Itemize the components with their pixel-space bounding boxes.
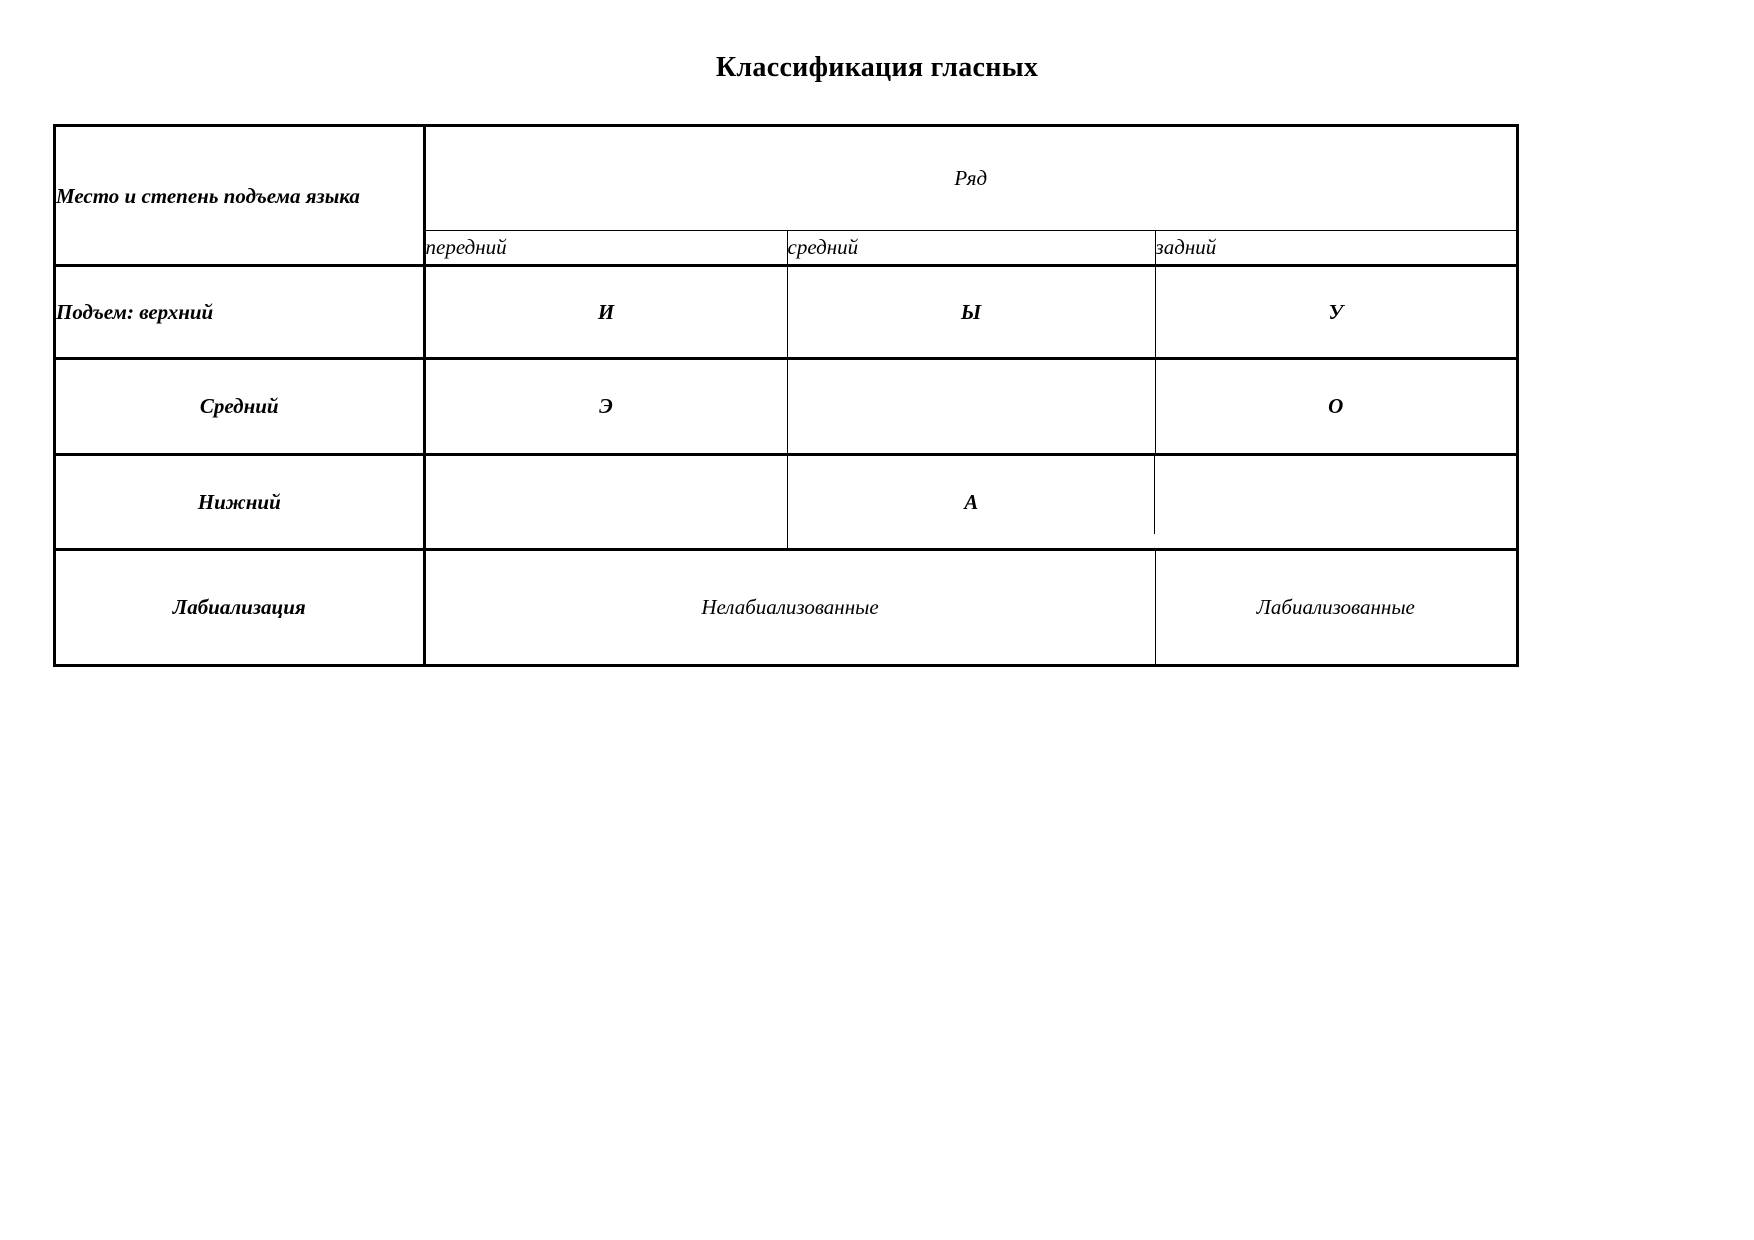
- cell-middle-mid: [786, 357, 1155, 455]
- table-header-row: Место и степень подъема языка Ряд: [56, 127, 1517, 231]
- group-header-ryad: Ряд: [422, 127, 1517, 231]
- page-title: Классификация гласных: [715, 52, 1039, 83]
- table-row-labialization: Лабиализация Нелабиализованные Лабиализо…: [56, 548, 1517, 664]
- table-row: Средний Э О: [56, 357, 1517, 455]
- row-label-lower: Нижний: [56, 453, 424, 550]
- cell-lower-front: [422, 453, 787, 550]
- partial-column-divider: [1154, 456, 1155, 534]
- cell-middle-back: О: [1154, 357, 1517, 455]
- table-subheader-row: передний средний задний: [56, 230, 1517, 266]
- cell-middle-front: Э: [422, 357, 787, 455]
- cell-lower-mid: А: [786, 453, 1155, 550]
- vowel-classification-table: Место и степень подъема языка Ряд передн…: [53, 124, 1519, 667]
- cell-lower-back: [1154, 453, 1517, 550]
- column-header-mid: средний: [786, 230, 1155, 266]
- cell-unrounded: Нелабиализованные: [422, 548, 1155, 664]
- cell-upper-back: У: [1154, 264, 1517, 359]
- column-header-front: передний: [422, 230, 787, 266]
- column-header-back: задний: [1154, 230, 1517, 266]
- cell-upper-mid: Ы: [786, 264, 1155, 359]
- row-label-upper: Подъем: верхний: [56, 264, 424, 359]
- table-row: Подъем: верхний И Ы У: [56, 264, 1517, 359]
- row-label-middle: Средний: [56, 357, 424, 455]
- row-label-labialization: Лабиализация: [56, 548, 424, 664]
- corner-header-cell: Место и степень подъема языка: [56, 183, 360, 208]
- cell-upper-front: И: [422, 264, 787, 359]
- table-row: Нижний А: [56, 453, 1517, 550]
- cell-rounded: Лабиализованные: [1154, 548, 1517, 664]
